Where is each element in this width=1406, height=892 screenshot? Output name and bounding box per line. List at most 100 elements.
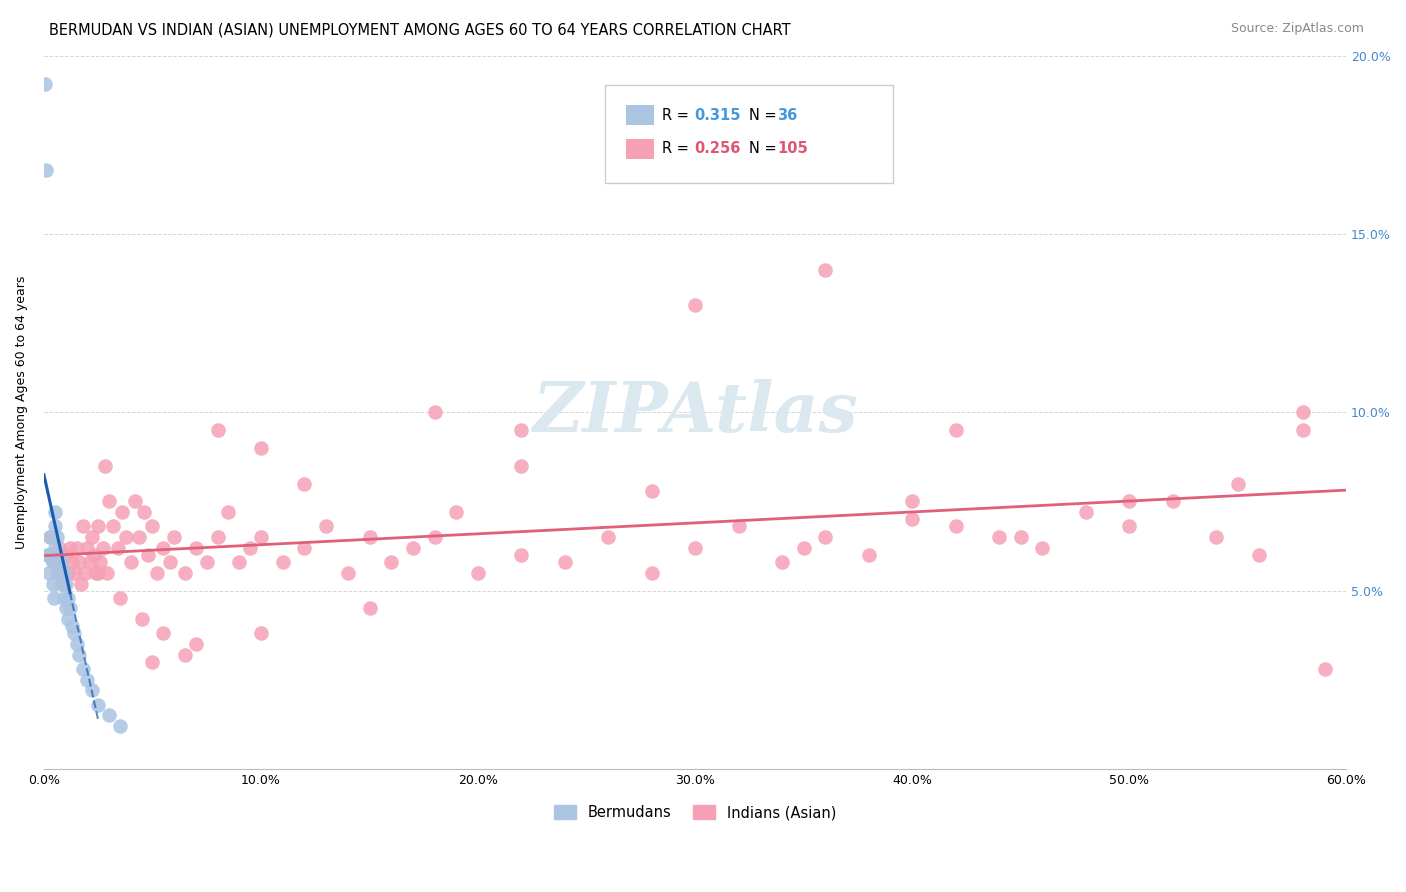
Point [380,555,402,569]
Point [945,519,967,533]
Point [35,162,58,177]
Point [814,530,837,544]
Point [901,494,924,508]
Point [34,77,56,91]
Point [96,566,118,580]
Point [103,519,125,533]
Text: 36: 36 [778,108,797,122]
Point [87,566,110,580]
Point [67,555,90,569]
Point [55,576,77,591]
Point [359,530,381,544]
Point [44,541,66,555]
Point [65,541,87,555]
Point [89,555,111,569]
Point [146,566,169,580]
Point [51,576,73,591]
Point [63,626,86,640]
Point [1226,476,1249,491]
Point [87,519,110,533]
Point [228,555,250,569]
Point [814,262,837,277]
Point [56,566,79,580]
Point [76,673,98,687]
Point [467,566,489,580]
Point [48,541,70,555]
Point [683,541,706,555]
Point [46,566,69,580]
Point [124,494,146,508]
Point [423,405,446,419]
Point [402,541,425,555]
Point [60,555,83,569]
Point [250,441,273,455]
Text: 0.256: 0.256 [695,142,741,156]
Point [98,708,121,723]
Point [641,566,664,580]
Point [793,541,815,555]
Point [1292,405,1315,419]
Point [132,505,155,519]
Point [901,512,924,526]
Text: 105: 105 [778,142,808,156]
Point [107,541,129,555]
Point [858,548,880,562]
Point [63,566,86,580]
Point [44,505,66,519]
Point [51,555,73,569]
Point [1249,548,1271,562]
Point [39,530,62,544]
Point [1118,519,1140,533]
Point [217,505,239,519]
Point [83,548,105,562]
Point [1292,423,1315,437]
Point [60,619,83,633]
Text: N =: N = [749,108,782,122]
Point [163,530,186,544]
Point [80,683,103,698]
Point [250,530,273,544]
Point [67,648,90,662]
Point [250,626,273,640]
Point [41,555,63,569]
Point [141,519,163,533]
Point [39,530,62,544]
Point [239,541,262,555]
Point [48,566,70,580]
Point [1205,530,1227,544]
Point [56,591,79,605]
Point [72,662,94,676]
Point [128,530,150,544]
Point [48,548,70,562]
Point [174,648,197,662]
Point [1074,505,1097,519]
Point [46,555,69,569]
Point [510,458,533,473]
Point [41,576,63,591]
Point [41,548,63,562]
Point [91,541,114,555]
Point [70,576,93,591]
Point [359,601,381,615]
Point [131,612,153,626]
Point [42,591,65,605]
Point [988,530,1011,544]
Point [80,530,103,544]
Point [141,655,163,669]
Point [945,423,967,437]
Point [120,555,142,569]
Point [195,555,218,569]
Point [37,548,59,562]
Point [598,530,620,544]
Point [52,576,75,591]
Point [1161,494,1184,508]
Point [44,519,66,533]
Text: 0.315: 0.315 [695,108,741,122]
Point [37,548,59,562]
Point [554,555,576,569]
Point [115,530,138,544]
Point [44,548,66,562]
Point [159,555,181,569]
Text: ZIPAtlas: ZIPAtlas [533,378,858,446]
Point [72,519,94,533]
